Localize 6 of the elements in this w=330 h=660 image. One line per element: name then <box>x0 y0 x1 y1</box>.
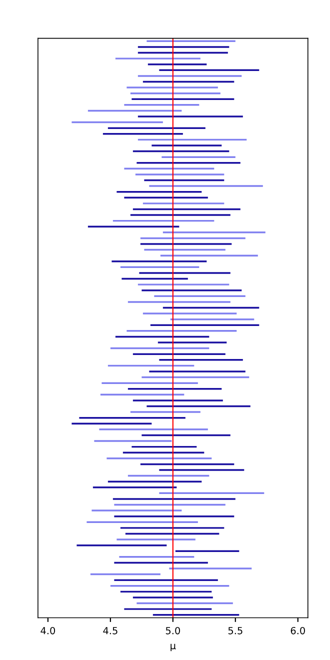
x-tick-label: 6.0 <box>290 626 305 634</box>
x-tick-label: 4.5 <box>103 627 118 634</box>
x-axis-title: μ <box>170 644 176 652</box>
x-tick-label: 5.0 <box>166 626 180 634</box>
x-tick-label: 4.0 <box>40 626 56 634</box>
x-tick-label: 5.5 <box>228 627 242 634</box>
